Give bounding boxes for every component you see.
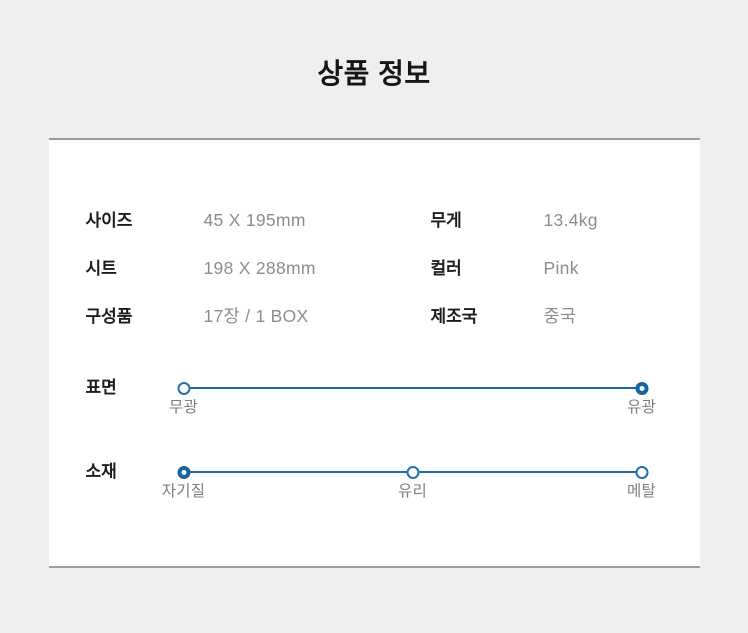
product-info-card: 사이즈 45 X 195mm 시트 198 X 288mm 구성품 17장 / … bbox=[48, 138, 700, 568]
spec-column-right: 무게 13.4kg 컬러 Pink 제조국 중국 bbox=[430, 206, 642, 326]
spec-label-components: 구성품 bbox=[85, 307, 133, 326]
material-dot-metal bbox=[635, 465, 648, 479]
surface-scale-track: 무광 유광 bbox=[169, 377, 656, 416]
page-title: 상품 정보 bbox=[317, 58, 431, 89]
surface-option-matte-label: 무광 bbox=[169, 399, 198, 416]
material-scale-track: 자기질 유리 메탈 bbox=[162, 461, 656, 500]
material-scale-label: 소재 bbox=[85, 462, 117, 481]
spec-value-color: Pink bbox=[543, 258, 579, 278]
surface-dot-glossy-selected bbox=[635, 381, 648, 395]
spec-row-weight: 무게 13.4kg bbox=[430, 206, 642, 230]
spec-row-country: 제조국 중국 bbox=[430, 302, 642, 326]
spec-column-left: 사이즈 45 X 195mm 시트 198 X 288mm 구성품 17장 / … bbox=[85, 206, 431, 326]
spec-label-size: 사이즈 bbox=[85, 211, 133, 230]
spec-label-country: 제조국 bbox=[430, 307, 478, 326]
surface-scale-line bbox=[183, 386, 642, 390]
material-option-glass-label: 유리 bbox=[398, 483, 427, 500]
surface-scale-label: 표면 bbox=[85, 378, 117, 397]
spec-value-sheet: 198 X 288mm bbox=[203, 258, 316, 278]
spec-value-size: 45 X 195mm bbox=[203, 210, 306, 230]
material-dot-glass bbox=[406, 465, 419, 479]
spec-label-weight: 무게 bbox=[430, 211, 462, 230]
spec-value-country: 중국 bbox=[543, 306, 577, 326]
spec-row-components: 구성품 17장 / 1 BOX bbox=[85, 302, 431, 326]
surface-scale-row: 표면 무광 유광 bbox=[85, 377, 656, 417]
spec-row-size: 사이즈 45 X 195mm bbox=[85, 206, 431, 230]
material-scale-row: 소재 자기질 유리 메탈 bbox=[85, 461, 656, 501]
material-option-porcelain-label: 자기질 bbox=[161, 483, 206, 500]
spec-row-color: 컬러 Pink bbox=[430, 254, 642, 278]
material-dot-porcelain-selected bbox=[177, 465, 190, 479]
spec-label-color: 컬러 bbox=[430, 259, 462, 278]
surface-dot-matte bbox=[177, 381, 190, 395]
spec-table: 사이즈 45 X 195mm 시트 198 X 288mm 구성품 17장 / … bbox=[85, 206, 642, 326]
spec-value-components: 17장 / 1 BOX bbox=[203, 306, 309, 326]
spec-value-weight: 13.4kg bbox=[543, 210, 598, 230]
spec-row-sheet: 시트 198 X 288mm bbox=[85, 254, 431, 278]
material-option-metal-label: 메탈 bbox=[627, 483, 656, 500]
spec-label-sheet: 시트 bbox=[85, 259, 117, 278]
surface-option-glossy-label: 유광 bbox=[627, 399, 656, 416]
